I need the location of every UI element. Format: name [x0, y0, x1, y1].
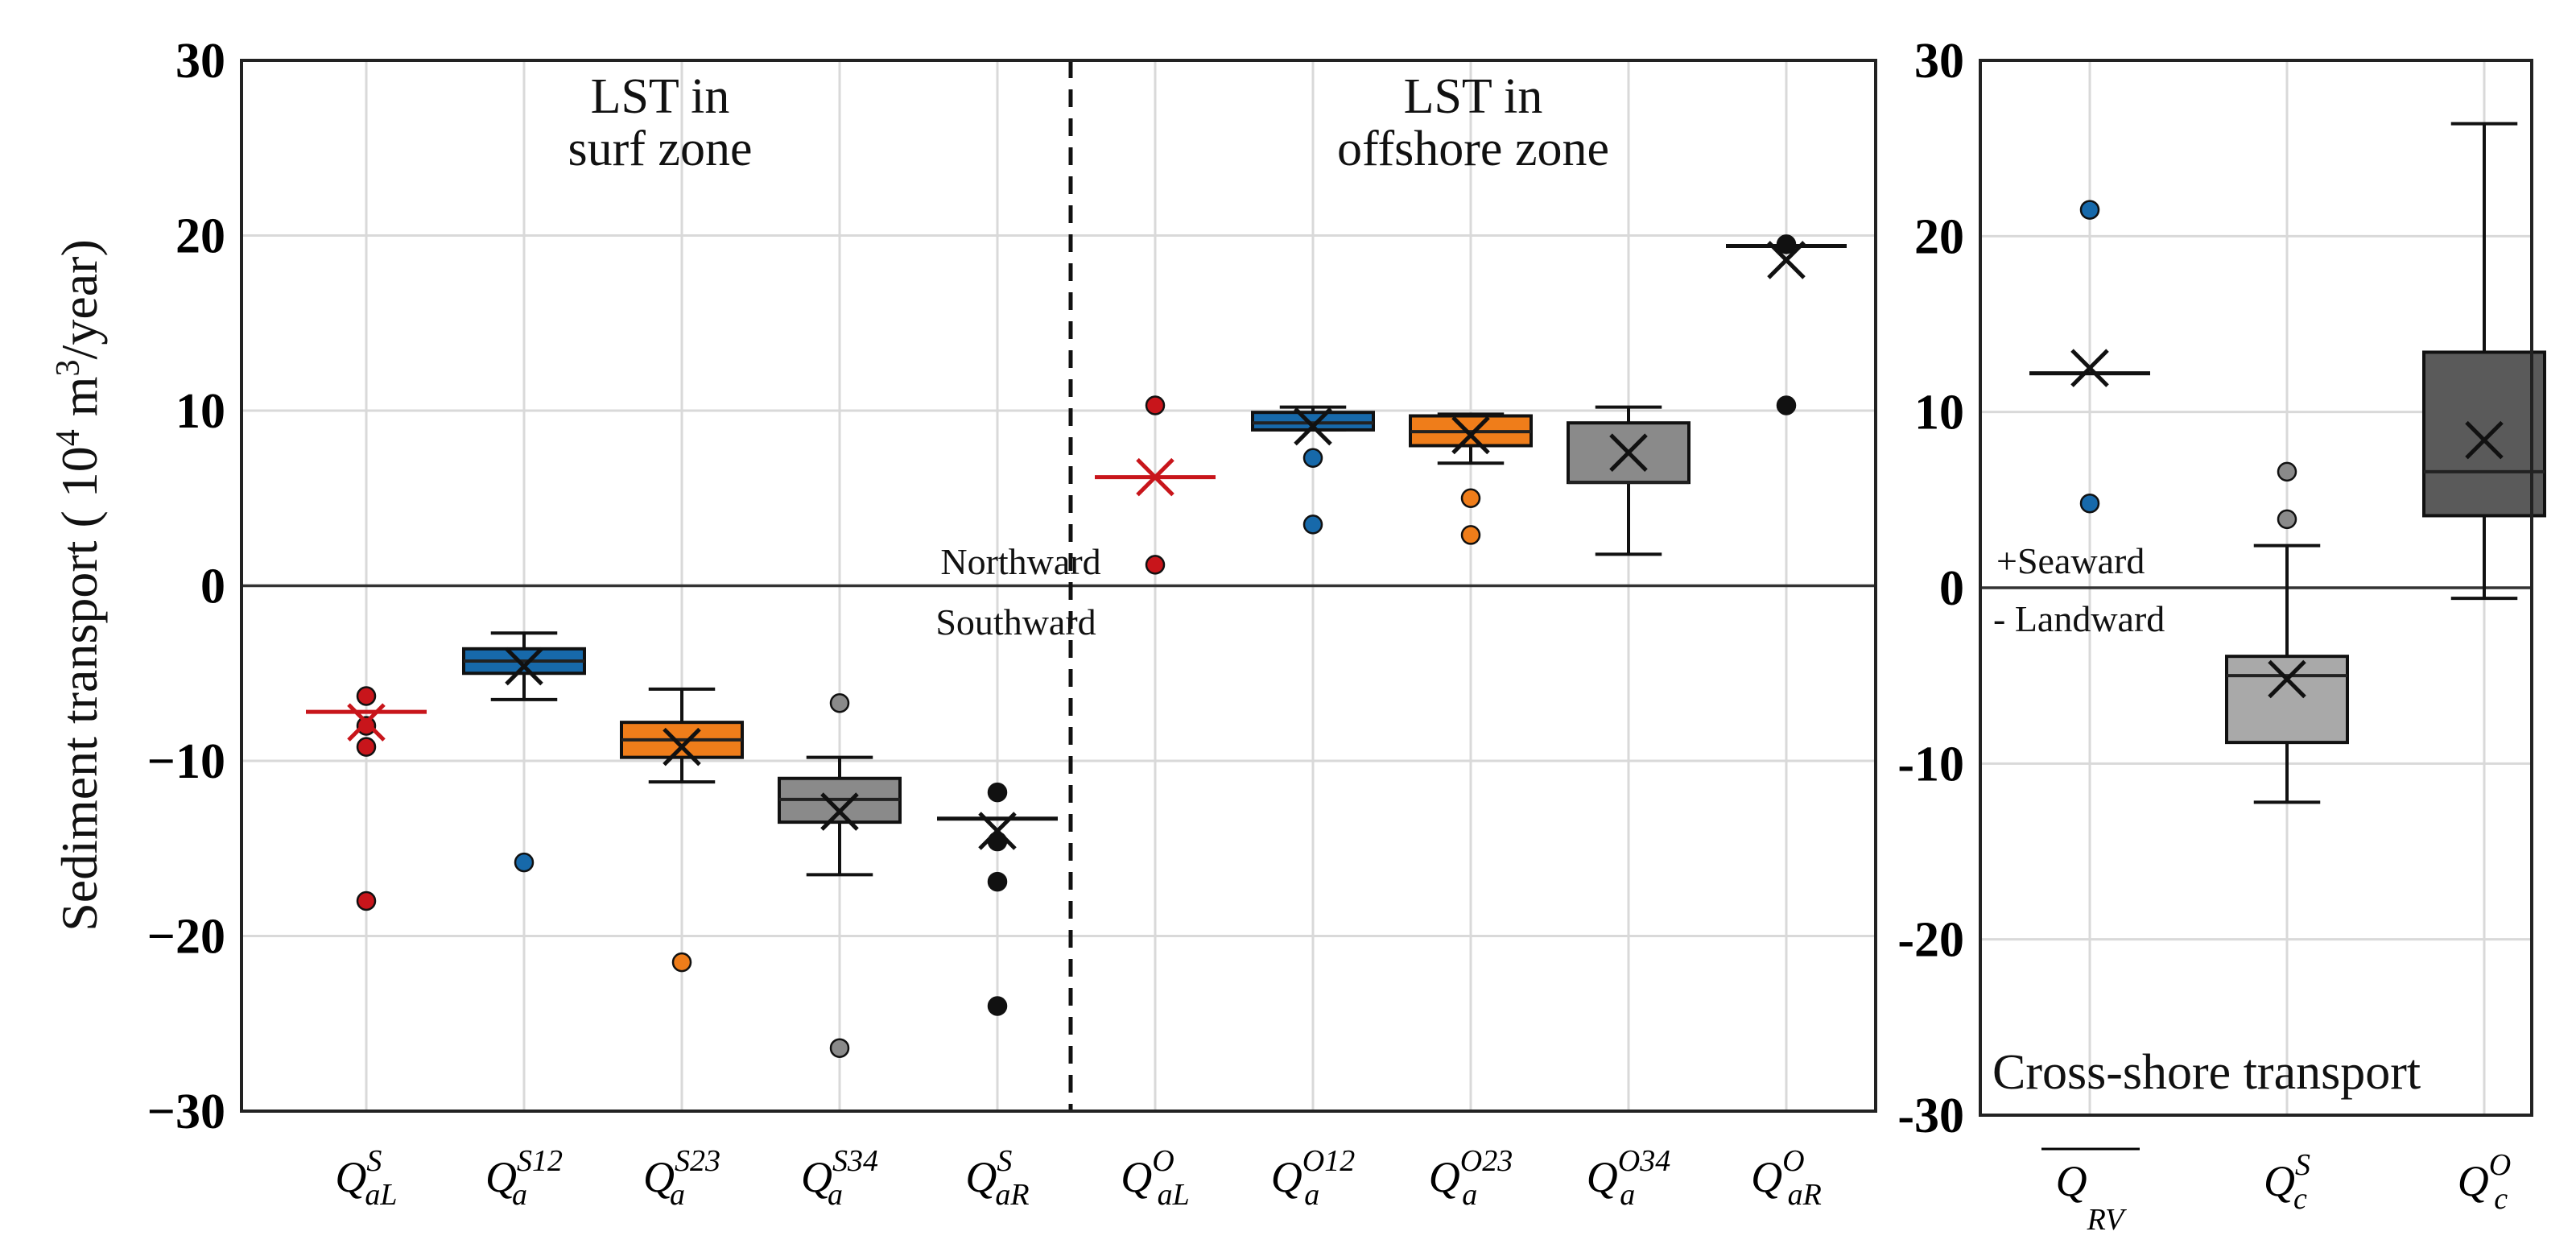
right-series-1-flier-point: [2277, 509, 2297, 530]
surf-zone-label-line1: LST in: [591, 69, 730, 124]
left-plot-frame: [240, 59, 1877, 1113]
left-series-4-flier-point: [987, 871, 1008, 892]
left-series-6-mean-marker-b: [1294, 407, 1332, 446]
left-series-1-flier-point: [514, 852, 535, 873]
left-series-5-flier-point: [1145, 555, 1166, 575]
left-series-1-mean-marker-b: [505, 647, 543, 686]
left-series-9-flier-point: [1776, 234, 1797, 254]
left-series-9-flier-point: [1776, 395, 1797, 415]
left-series-5-mean-marker-b: [1136, 457, 1174, 497]
left-ytick-label: 20: [175, 209, 225, 264]
left-series-2-flier-point: [671, 952, 692, 973]
left-box-marks: [306, 234, 1847, 1058]
left-series-0-mean-marker-b: [347, 703, 386, 742]
right-series-1-mean-marker-b: [2268, 659, 2306, 699]
right-series-0-flier-point: [2079, 200, 2100, 220]
right-ytick-label: -20: [1897, 913, 1964, 968]
left-ytick-label: −30: [147, 1085, 225, 1139]
left-series-7-flier-point: [1460, 488, 1481, 508]
left-category-label: QO12 a: [1271, 1144, 1355, 1212]
left-ytick-label: −20: [147, 910, 225, 965]
left-series-3-flier-point: [829, 692, 850, 713]
right-series-0-mean-marker-b: [2070, 349, 2109, 387]
right-series-0-flier-point: [2079, 493, 2100, 514]
surf-offshore-panel: −30 −20 −10 0 10 20 30 QS aL QS12 a QS23 a QS34 a QS aR…: [50, 34, 1877, 1212]
left-series-5-flier-point: [1145, 395, 1166, 415]
left-ytick-label: 30: [175, 34, 225, 89]
right-plot-frame: [1979, 59, 2533, 1117]
left-category-label: QS23 a: [643, 1144, 720, 1212]
right-category-label: QRV: [2056, 1157, 2128, 1237]
right-ytick-label: 0: [1939, 561, 1964, 616]
left-ytick-label: −10: [147, 734, 225, 789]
offshore-zone-label-line1: LST in: [1404, 69, 1543, 124]
right-series-1-flier-point: [2277, 461, 2297, 482]
left-series-0-flier-point: [356, 737, 377, 757]
left-series-6-flier-point: [1302, 448, 1323, 468]
left-series-8-mean-marker-b: [1609, 433, 1648, 472]
right-x-tick-labels: QRV QS c QO c: [2041, 1147, 2511, 1237]
cross-shore-panel: -30 -20 -10 0 10 20 30 QRV QS c QO c +Seaward - La…: [1897, 34, 2546, 1237]
left-series-0-flier-point: [356, 891, 377, 911]
right-series-1-box: [2225, 655, 2349, 745]
seaward-label: +Seaward: [1996, 540, 2145, 581]
left-series-6-box: [1251, 411, 1375, 432]
right-y-tick-labels: -30 -20 -10 0 10 20 30: [1897, 34, 1964, 1143]
right-ytick-label: 30: [1914, 34, 1964, 89]
cross-shore-title: Cross-shore transport: [1992, 1045, 2421, 1100]
left-x-tick-labels: QS aL QS12 a QS23 a QS34 a QS aR QO aL QO12 a QO23 a QO3…: [335, 1144, 1821, 1212]
right-ytick-label: 20: [1914, 209, 1964, 264]
right-ytick-label: -10: [1897, 737, 1964, 791]
right-ytick-label: -30: [1897, 1089, 1964, 1143]
left-series-7-mean-marker-b: [1451, 415, 1490, 455]
left-series-4-flier-point: [987, 782, 1008, 803]
left-category-label: QS aR: [965, 1144, 1029, 1212]
right-ytick-label: 10: [1914, 386, 1964, 440]
left-ytick-label: 10: [175, 384, 225, 439]
left-series-3-flier-point: [829, 1038, 850, 1058]
landward-label: - Landward: [1993, 598, 2165, 639]
left-category-label: QO23 a: [1429, 1144, 1513, 1212]
left-category-label: QO34 a: [1587, 1144, 1670, 1212]
left-series-0-flier-point: [356, 716, 377, 736]
left-category-label: QO aL: [1121, 1144, 1190, 1212]
right-series-2-box: [2422, 350, 2546, 518]
left-series-4-flier-point: [987, 996, 1008, 1016]
left-ytick-label: 0: [200, 560, 225, 614]
left-series-2-mean-marker-b: [663, 727, 701, 767]
y-axis-label: Sediment transport ( 104 m3/year): [50, 239, 108, 932]
offshore-zone-label-line2: offshore zone: [1337, 122, 1609, 176]
left-category-label: QO aR: [1751, 1144, 1822, 1212]
right-series-2-mean-marker-b: [2465, 420, 2504, 460]
left-category-label: QS34 a: [801, 1144, 878, 1212]
northward-label: Northward: [940, 541, 1100, 582]
surf-zone-label-line2: surf zone: [568, 122, 753, 176]
left-series-9-mean-marker-b: [1767, 241, 1806, 279]
right-category-label: QS c: [2264, 1148, 2310, 1216]
left-series-7-flier-point: [1460, 525, 1481, 545]
right-category-label: QO c: [2458, 1148, 2511, 1216]
left-category-label: QS12 a: [485, 1144, 563, 1212]
left-series-6-flier-point: [1302, 514, 1323, 535]
left-y-tick-labels: −30 −20 −10 0 10 20 30: [147, 34, 225, 1139]
southward-label: Southward: [935, 601, 1096, 643]
left-series-4-mean-marker-b: [978, 812, 1017, 850]
left-series-3-mean-marker-b: [820, 792, 859, 831]
left-category-label: QS aL: [335, 1144, 397, 1212]
right-box-marks: [2029, 122, 2546, 804]
left-series-0-flier-point: [356, 686, 377, 706]
